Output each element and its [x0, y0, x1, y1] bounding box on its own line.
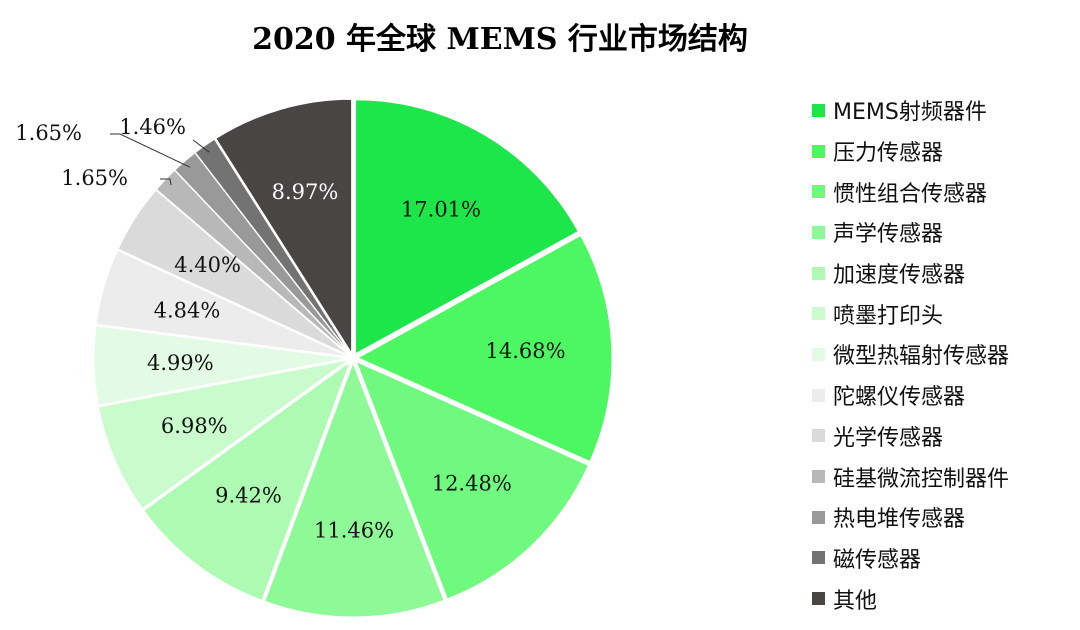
legend-label: 陀螺仪传感器 [833, 385, 966, 411]
data-label: 14.68% [486, 339, 566, 363]
legend-item: 其他 [812, 578, 1009, 619]
legend-item: 压力传感器 [812, 131, 1009, 172]
legend-label: 声学传感器 [833, 222, 944, 248]
legend-swatch [812, 266, 825, 280]
legend-swatch [812, 470, 825, 484]
pie-slice [355, 99, 579, 355]
legend-label: 其他 [833, 588, 878, 614]
pie-slice [95, 249, 349, 358]
legend-label: 硅基微流控制器件 [833, 466, 1010, 492]
legend-swatch [812, 225, 825, 239]
legend-label: 磁传感器 [833, 547, 922, 573]
data-label: 1.65% [61, 166, 128, 190]
data-label: 4.99% [147, 351, 214, 375]
legend-label: 微型热辐射传感器 [833, 344, 1010, 370]
legend-label: 压力传感器 [833, 141, 944, 167]
chart-legend: MEMS射频器件 压力传感器惯性组合传感器 声学传感器加速度传感器 喷墨打印头微型热辐… [812, 90, 1009, 619]
legend-item: 陀螺仪传感器 [812, 375, 1009, 416]
leader-line [192, 139, 210, 153]
pie-slice [143, 360, 352, 601]
pie-slice [215, 98, 353, 355]
legend-item: 光学传感器 [812, 416, 1009, 457]
pie-slice [356, 234, 613, 463]
leader-line [110, 133, 191, 168]
legend-label: MEMS射频器件 [833, 100, 987, 126]
legend-label: 光学传感器 [833, 425, 944, 451]
legend-label: 惯性组合传感器 [833, 181, 988, 207]
legend-swatch [812, 551, 825, 565]
pie-slice [98, 359, 349, 510]
label-leader-lines [110, 133, 210, 186]
legend-swatch [812, 347, 825, 361]
data-label: 6.98% [161, 414, 228, 438]
pie-slice [355, 360, 589, 600]
legend-swatch [812, 103, 825, 117]
data-label: 8.97% [272, 180, 339, 204]
pie-slice [117, 189, 350, 356]
legend-item: 磁传感器 [812, 538, 1009, 579]
leader-line [160, 178, 172, 186]
legend-label: 喷墨打印头 [833, 303, 944, 329]
data-label: 1.65% [15, 121, 82, 145]
pie-slice [93, 325, 349, 406]
pie-slices [93, 98, 613, 618]
legend-item: MEMS射频器件 [812, 90, 1009, 131]
legend-swatch [812, 388, 825, 402]
pie-slice [155, 169, 350, 355]
legend-item: 惯性组合传感器 [812, 171, 1009, 212]
data-label: 11.46% [314, 519, 394, 543]
legend-item: 加速度传感器 [812, 253, 1009, 294]
data-label: 1.46% [119, 115, 186, 139]
data-label: 17.01% [401, 197, 481, 221]
legend-swatch [812, 307, 825, 321]
legend-item: 声学传感器 [812, 212, 1009, 253]
legend-swatch [812, 429, 825, 443]
legend-swatch [812, 592, 825, 606]
data-label: 12.48% [432, 471, 512, 495]
pie-slice [264, 361, 445, 618]
data-label: 4.84% [154, 298, 221, 322]
legend-label: 热电堆传感器 [833, 507, 966, 533]
data-labels: 17.01% 14.68% 12.48% 11.46% 9.42% 6.98% 4.99% 4… [15, 115, 565, 543]
legend-item: 微型热辐射传感器 [812, 334, 1009, 375]
pie-slice [194, 138, 351, 355]
data-label: 4.40% [174, 253, 241, 277]
legend-swatch [812, 185, 825, 199]
legend-swatch [812, 510, 825, 524]
chart-title: 2020 年全球 MEMS 行业市场结构 [252, 22, 748, 57]
legend-item: 喷墨打印头 [812, 293, 1009, 334]
legend-item: 硅基微流控制器件 [812, 456, 1009, 497]
legend-swatch [812, 144, 825, 158]
legend-label: 加速度传感器 [833, 263, 966, 289]
data-label: 9.42% [215, 483, 282, 507]
legend-item: 热电堆传感器 [812, 497, 1009, 538]
